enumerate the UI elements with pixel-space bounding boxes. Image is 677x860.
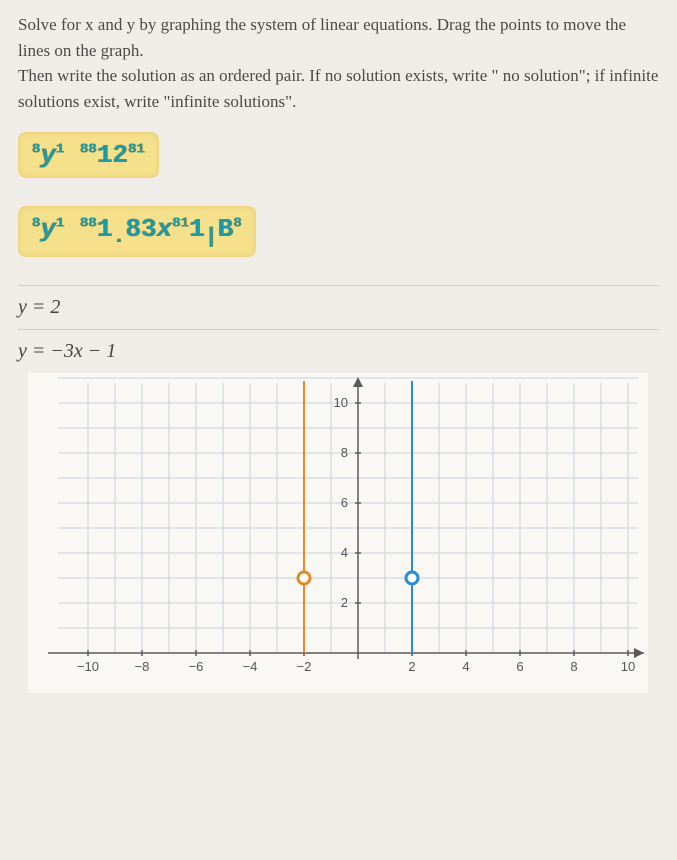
equation-plain-1-text: y = 2 xyxy=(18,296,60,318)
equation-highlight-2[interactable]: 8y1 881.83x811|B8 xyxy=(18,206,256,257)
coordinate-grid[interactable]: −10 −8 −6 −4 −2 2 4 6 8 10 2 4 6 8 10 xyxy=(28,373,648,693)
x-tick-label: −2 xyxy=(297,659,312,674)
x-tick-label: −8 xyxy=(135,659,150,674)
y-tick-label: 6 xyxy=(341,495,348,510)
y-tick-label: 8 xyxy=(341,445,348,460)
y-tick-label: 2 xyxy=(341,595,348,610)
x-tick-label: 4 xyxy=(462,659,469,674)
x-tick-label: −4 xyxy=(243,659,258,674)
drag-point-line1[interactable] xyxy=(298,572,310,584)
y-tick-label: 4 xyxy=(341,545,348,560)
y-tick-label: 10 xyxy=(334,395,348,410)
instruction-line-2: Then write the solution as an ordered pa… xyxy=(18,66,658,111)
equation-plain-2: y = −3x − 1 xyxy=(18,329,659,373)
x-axis-arrow-icon xyxy=(634,648,644,658)
instruction-line-1: Solve for x and y by graphing the system… xyxy=(18,15,626,60)
x-tick-label: −6 xyxy=(189,659,204,674)
x-tick-label: 10 xyxy=(621,659,635,674)
instructions-block: Solve for x and y by graphing the system… xyxy=(18,12,659,114)
x-tick-label: 6 xyxy=(516,659,523,674)
x-tick-label: 8 xyxy=(570,659,577,674)
x-tick-label: 2 xyxy=(408,659,415,674)
equation-highlight-2-text: 8y1 881.83x811|B8 xyxy=(32,214,242,244)
drag-point-line2[interactable] xyxy=(406,572,418,584)
equation-highlight-1-text: 8y1 881281 xyxy=(32,140,145,170)
equation-highlight-1[interactable]: 8y1 881281 xyxy=(18,132,159,178)
equation-plain-2-text: y = −3x − 1 xyxy=(18,340,116,362)
graph-area[interactable]: −10 −8 −6 −4 −2 2 4 6 8 10 2 4 6 8 10 xyxy=(28,373,648,693)
equation-plain-1: y = 2 xyxy=(18,285,659,329)
x-tick-label: −10 xyxy=(77,659,99,674)
